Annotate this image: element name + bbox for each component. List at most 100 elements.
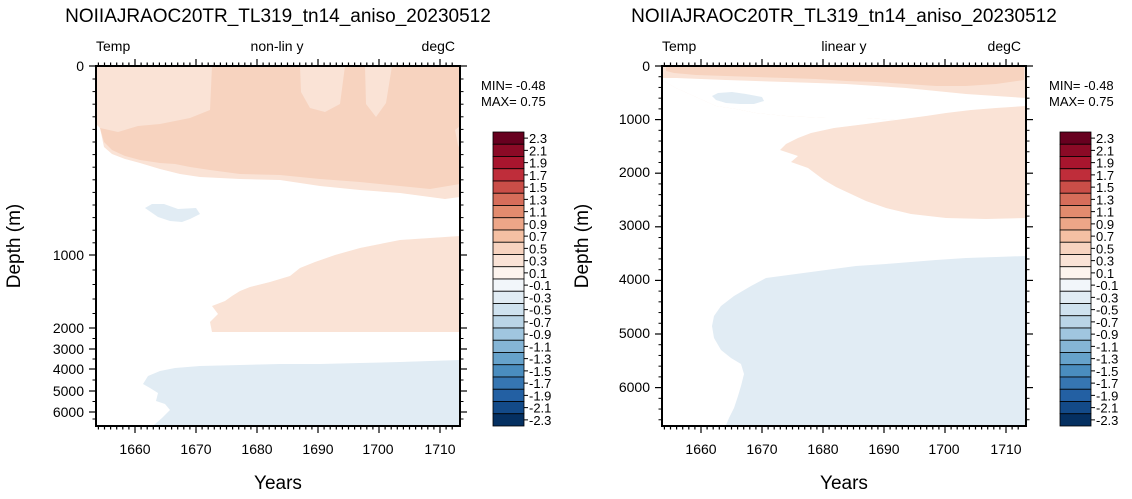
- chart-title: NOIIAJRAOC20TR_TL319_tn14_aniso_20230512: [631, 6, 1057, 27]
- colorbar-label: 0.5: [529, 241, 547, 256]
- colorbar-swatch: [1059, 352, 1092, 366]
- colorbar-label: 2.1: [529, 143, 547, 158]
- contour-warm-0.3-layer: [100, 66, 460, 189]
- colorbar-label: 0.9: [529, 217, 547, 232]
- y-tick-label: 2000: [53, 320, 84, 336]
- y-tick-label: 4000: [53, 361, 84, 377]
- subtitle-variable: Temp: [662, 38, 696, 54]
- colorbar-swatch: [1059, 254, 1092, 268]
- colorbar-swatch: [1059, 266, 1092, 280]
- colorbar-swatch: [1059, 168, 1092, 182]
- x-tick-label: 1670: [746, 441, 777, 457]
- contour-gap: [662, 78, 1026, 120]
- x-axis-label: Years: [820, 473, 868, 494]
- colorbar-label: -0.7: [1096, 315, 1118, 330]
- colorbar-label: -2.1: [1096, 401, 1118, 416]
- y-tick-label: 3000: [619, 217, 650, 233]
- contour-cold-deep: [143, 360, 460, 425]
- right-panel: NOIIAJRAOC20TR_TL319_tn14_aniso_20230512…: [566, 0, 1132, 499]
- contour-warm-0.1-tongue: [210, 236, 460, 332]
- y-tick-label: 6000: [619, 379, 650, 395]
- colorbar-label: 1.3: [529, 192, 547, 207]
- colorbar-label: -0.9: [1096, 327, 1118, 342]
- y-tick-label: 5000: [619, 325, 650, 341]
- colorbar-swatch: [492, 192, 525, 206]
- y-tick-label: 1000: [619, 111, 650, 127]
- right-chart-svg: NOIIAJRAOC20TR_TL319_tn14_aniso_20230512…: [572, 6, 1118, 494]
- x-tick-label: 1700: [362, 441, 393, 457]
- y-tick-label: 0: [76, 58, 84, 74]
- colorbar-label: -0.1: [529, 278, 551, 293]
- colorbar-swatch: [492, 168, 525, 182]
- colorbar-swatch: [492, 205, 525, 219]
- plot-frame: [95, 65, 461, 427]
- colorbar-label: -0.5: [529, 303, 551, 318]
- x-tick-label: 1670: [180, 441, 211, 457]
- colorbar-swatch: [492, 229, 525, 243]
- x-axis-label: Years: [254, 473, 302, 494]
- colorbar-swatch: [492, 388, 525, 402]
- colorbar-label: -2.3: [529, 413, 551, 428]
- colorbar-swatch: [1059, 290, 1092, 304]
- plot-frame: [661, 65, 1027, 427]
- colorbar-label: 0.9: [1096, 217, 1114, 232]
- colorbar-label: -0.7: [529, 315, 551, 330]
- colorbar-swatch: [492, 156, 525, 170]
- colorbar-label: 2.1: [1096, 143, 1114, 158]
- tick-marks: [655, 59, 1033, 433]
- colorbar-swatch: [1059, 131, 1092, 145]
- colorbar-label: 1.1: [1096, 205, 1114, 220]
- colorbar-label: 0.3: [529, 254, 547, 269]
- colorbar-label: -0.1: [1096, 278, 1118, 293]
- colorbar-swatch: [1059, 205, 1092, 219]
- colorbar-swatch: [1059, 278, 1092, 292]
- colorbar: 2.32.11.91.71.51.31.10.90.70.50.30.1-0.1…: [492, 131, 551, 428]
- subtitle-scale: linear y: [821, 38, 866, 54]
- y-tick-label: 3000: [53, 341, 84, 357]
- colorbar-label: -0.3: [1096, 290, 1118, 305]
- colorbar-swatch: [492, 303, 525, 317]
- subtitle-units: degC: [988, 38, 1021, 54]
- colorbar-label: -1.9: [529, 388, 551, 403]
- colorbar-swatch: [492, 254, 525, 268]
- subtitle-variable: Temp: [96, 38, 130, 54]
- colorbar-swatch: [1059, 315, 1092, 329]
- colorbar-swatch: [492, 376, 525, 390]
- colorbar-swatch: [492, 290, 525, 304]
- colorbar-swatch: [1059, 327, 1092, 341]
- colorbar-swatch: [492, 278, 525, 292]
- colorbar-label: -1.3: [529, 352, 551, 367]
- colorbar-swatch: [1059, 241, 1092, 255]
- colorbar: 2.32.11.91.71.51.31.10.90.70.50.30.1-0.1…: [1059, 131, 1118, 428]
- colorbar-swatch: [492, 339, 525, 353]
- x-tick-label: 1710: [424, 441, 455, 457]
- colorbar-label: 1.7: [1096, 168, 1114, 183]
- colorbar-label: 1.5: [529, 180, 547, 195]
- tick-marks: [89, 59, 467, 433]
- colorbar-swatch: [1059, 180, 1092, 194]
- colorbar-label: -1.3: [1096, 352, 1118, 367]
- colorbar-label: -2.1: [529, 401, 551, 416]
- colorbar-label: 0.1: [1096, 266, 1114, 281]
- colorbar-swatch: [492, 327, 525, 341]
- colorbar-label: 2.3: [1096, 131, 1114, 146]
- colorbar-swatch: [492, 413, 525, 427]
- colorbar-label: -1.5: [1096, 364, 1118, 379]
- y-tick-label: 4000: [619, 271, 650, 287]
- x-tick-label: 1680: [807, 441, 838, 457]
- colorbar-label: -1.9: [1096, 388, 1118, 403]
- subtitle-scale: non-lin y: [251, 38, 304, 54]
- x-tick-label: 1680: [241, 441, 272, 457]
- colorbar-swatch: [492, 364, 525, 378]
- colorbar-swatch: [1059, 229, 1092, 243]
- colorbar-swatch: [1059, 401, 1092, 415]
- stat-max: MAX= 0.75: [1049, 94, 1114, 109]
- colorbar-label: -0.9: [529, 327, 551, 342]
- contour-fill: [662, 66, 1026, 425]
- x-tick-label: 1710: [990, 441, 1021, 457]
- colorbar-label: 0.7: [1096, 229, 1114, 244]
- colorbar-swatch: [492, 217, 525, 231]
- subtitle-units: degC: [422, 38, 455, 54]
- stat-min: MIN= -0.48: [481, 78, 546, 93]
- left-chart-svg: NOIIAJRAOC20TR_TL319_tn14_aniso_20230512…: [4, 6, 551, 494]
